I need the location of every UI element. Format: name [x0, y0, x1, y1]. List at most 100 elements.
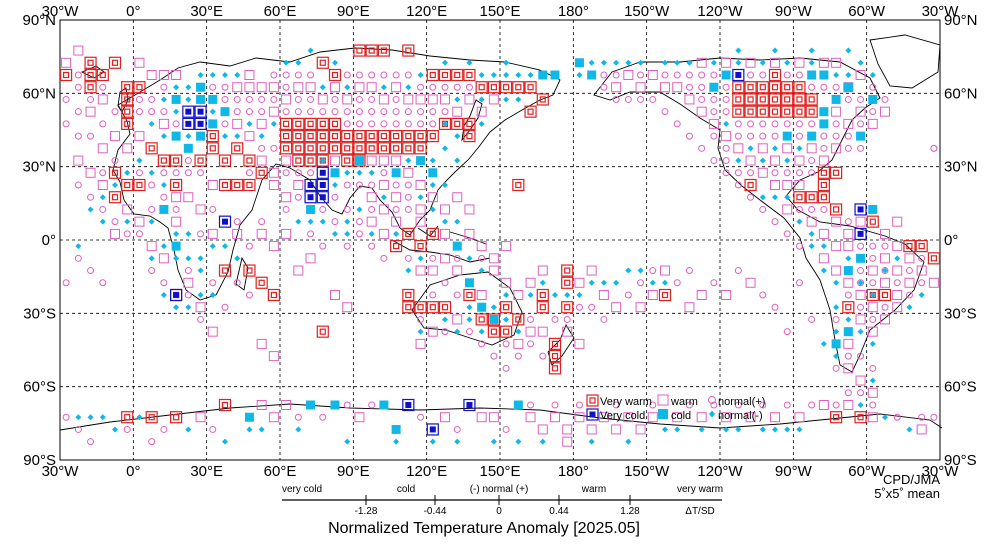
normal-plus-marker: [930, 144, 938, 152]
very-warm-marker: [548, 362, 562, 375]
normal-plus-marker: [722, 157, 730, 165]
very-warm-marker: [426, 130, 439, 143]
scale-value-2: -0.44: [424, 506, 447, 517]
scale-label-warm: warm: [581, 484, 606, 495]
normal-plus-marker: [221, 120, 229, 128]
normal-plus-marker: [808, 120, 816, 128]
very-warm-marker-inner: [197, 157, 204, 164]
warm-marker: [195, 204, 206, 215]
normal-minus-marker: [295, 218, 302, 225]
normal-plus-marker: [294, 193, 302, 201]
normal-plus-marker: [160, 279, 168, 287]
normal-plus-marker: [759, 205, 767, 213]
normal-plus-marker: [331, 108, 339, 116]
very-warm-marker-inner: [478, 84, 485, 91]
very-cold-marker: [170, 288, 183, 302]
very-warm-marker-inner: [564, 267, 571, 274]
normal-plus-marker: [209, 205, 217, 213]
normal-minus-marker: [307, 47, 314, 54]
normal-minus-marker: [295, 426, 302, 433]
warm-marker: [794, 180, 805, 190]
normal-plus-marker: [575, 303, 583, 311]
legend-cold-symbol: [658, 409, 668, 419]
longitude-label-top: 120°E: [406, 3, 447, 20]
normal-minus-marker: [160, 243, 167, 250]
very-warm-marker: [328, 142, 342, 155]
cold-marker: [843, 266, 853, 276]
normal-minus-marker: [405, 157, 412, 164]
normal-plus-marker: [734, 181, 742, 189]
very-warm-marker-inner: [857, 414, 864, 421]
very-warm-marker: [328, 130, 342, 143]
normal-plus-marker: [99, 120, 107, 128]
normal-minus-marker: [478, 267, 485, 274]
warm-marker: [537, 424, 548, 435]
warm-marker: [635, 424, 646, 435]
very-warm-marker-inner: [63, 71, 70, 79]
warm-marker: [537, 265, 548, 276]
normal-minus-marker: [332, 230, 338, 237]
normal-minus-marker: [344, 438, 351, 445]
very-warm-marker-inner: [796, 84, 803, 91]
normal-minus-marker: [796, 145, 803, 152]
normal-plus-marker: [844, 144, 852, 152]
normal-plus-marker: [722, 83, 730, 91]
normal-plus-marker: [918, 413, 926, 421]
warm-marker: [513, 338, 524, 349]
very-warm-marker: [402, 288, 415, 302]
normal-plus-marker: [245, 95, 253, 103]
very-warm-marker: [341, 142, 354, 155]
warm-marker: [818, 155, 829, 166]
very-warm-marker: [402, 301, 415, 314]
very-warm-marker: [414, 240, 427, 253]
normal-minus-marker: [600, 59, 607, 66]
normal-plus-marker: [62, 95, 70, 103]
warm-marker: [880, 277, 890, 288]
normal-plus-marker: [355, 108, 363, 116]
normal-plus-marker: [514, 352, 522, 360]
normal-minus-marker: [185, 255, 192, 262]
very-cold-marker: [304, 191, 317, 204]
normal-plus-marker: [722, 169, 730, 177]
normal-plus-marker: [135, 230, 143, 238]
warm-marker: [232, 228, 243, 239]
warm-marker: [831, 241, 842, 252]
warm-marker: [867, 326, 878, 337]
very-warm-marker: [218, 178, 232, 192]
very-cold-marker-inner: [197, 108, 204, 115]
normal-plus-marker: [282, 83, 290, 91]
longitude-label-top: 150°W: [624, 3, 670, 20]
normal-plus-marker: [441, 328, 449, 336]
normal-plus-marker: [575, 401, 583, 409]
normal-minus-marker: [454, 96, 461, 103]
very-warm-marker-inner: [454, 120, 461, 127]
normal-minus-marker: [466, 59, 473, 66]
warm-marker: [672, 82, 683, 93]
very-warm-marker: [781, 105, 794, 118]
normal-minus-marker: [649, 279, 656, 286]
normal-minus-marker: [429, 157, 436, 164]
normal-plus-marker: [795, 205, 803, 213]
longitude-label-top: 90°W: [775, 3, 813, 20]
warm-marker: [733, 143, 744, 154]
warm-marker: [342, 302, 353, 313]
normal-minus-marker: [735, 426, 742, 433]
normal-plus-marker: [404, 71, 412, 79]
normal-plus-marker: [404, 120, 412, 128]
warm-marker: [696, 57, 707, 68]
very-warm-marker: [231, 142, 244, 155]
normal-plus-marker: [209, 425, 217, 433]
normal-plus-marker: [355, 120, 363, 128]
legend-very-warm-inner: [589, 397, 596, 404]
normal-plus-marker: [551, 315, 559, 323]
map-title: Normalized Temperature Anomaly [2025.05]: [328, 520, 640, 537]
normal-plus-marker: [710, 157, 718, 165]
very-warm-marker-inner: [747, 108, 754, 115]
warm-marker: [391, 216, 402, 227]
cold-marker: [868, 204, 878, 214]
very-warm-marker-inner: [429, 230, 436, 237]
normal-plus-marker: [783, 230, 791, 238]
normal-plus-marker: [99, 279, 107, 287]
very-warm-marker: [365, 44, 378, 57]
very-warm-marker: [414, 301, 427, 314]
